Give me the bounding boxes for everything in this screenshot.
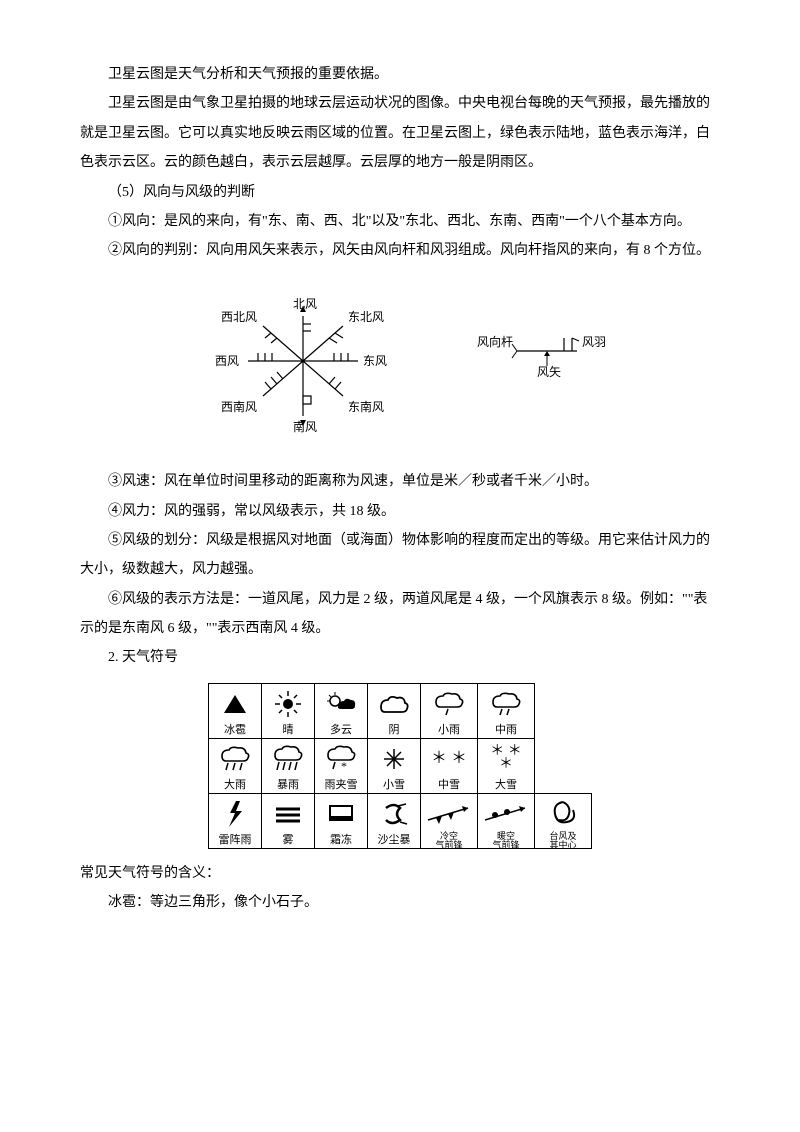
document-page: 卫星云图是天气分析和天气预报的重要依据。 卫星云图是由气象卫星拍摄的地球云层运动… — [0, 0, 800, 958]
weather-symbols-table: 冰雹 晴 多云 阴 小雨 中雨 大雨 暴雨 *雨夹雪 小雪 ＊ ＊中雪 ＊ ＊＊… — [80, 683, 720, 849]
paragraph: ③风速：风在单位时间里移动的距离称为风速，单位是米／秒或者千米／小时。 — [80, 467, 720, 496]
svg-text:东南风: 东南风 — [348, 399, 384, 414]
wind-direction-figure: 北风 东北风 东风 东南风 南风 西南风 西风 西北风 — [80, 276, 720, 457]
paragraph: ⑥风级的表示方法是：一道风尾，风力是 2 级，两道风尾是 4 级，一个风旗表示 … — [80, 585, 720, 644]
svg-text:风矢: 风矢 — [537, 365, 561, 379]
paragraph: 2. 天气符号 — [80, 643, 720, 672]
paragraph: 常见天气符号的含义： — [80, 859, 720, 888]
svg-text:风羽: 风羽 — [582, 335, 606, 349]
svg-text:*: * — [341, 759, 347, 773]
svg-text:东北风: 东北风 — [348, 310, 384, 324]
svg-text:西南风: 西南风 — [221, 399, 257, 414]
paragraph: ①风向：是风的来向，有"东、南、西、北"以及"东北、西北、东南、西南"一个八个基… — [80, 207, 720, 236]
paragraph: ②风向的判别：风向用风矢来表示，风矢由风向杆和风羽组成。风向杆指风的来向，有 8… — [80, 236, 720, 265]
table-row: 雷阵雨 雾 霜冻 沙尘暴 冷空气前锋 暖空气前锋 台风及其中心 — [209, 793, 592, 848]
paragraph: ④风力：风的强弱，常以风级表示，共 18 级。 — [80, 497, 720, 526]
paragraph: ⑤风级的划分：风级是根据风对地面（或海面）物体影响的程度而定出的等级。用它来估计… — [80, 526, 720, 585]
svg-text:西北风: 西北风 — [221, 310, 257, 324]
svg-text:东风: 东风 — [363, 354, 387, 368]
paragraph: 卫星云图是天气分析和天气预报的重要依据。 — [80, 60, 720, 89]
paragraph: 卫星云图是由气象卫星拍摄的地球云层运动状况的图像。中央电视台每晚的天气预报，最先… — [80, 89, 720, 177]
table-row: 冰雹 晴 多云 阴 小雨 中雨 — [209, 683, 592, 738]
svg-text:风向杆: 风向杆 — [477, 334, 513, 349]
wind-parts-diagram: 风向杆 风羽 风矢 — [477, 316, 627, 417]
svg-text:西风: 西风 — [215, 354, 239, 368]
paragraph: （5）风向与风级的判断 — [80, 178, 720, 207]
table-row: 大雨 暴雨 *雨夹雪 小雪 ＊ ＊中雪 ＊ ＊＊大雪 — [209, 738, 592, 793]
svg-text:北风: 北风 — [293, 297, 317, 311]
paragraph: 冰雹：等边三角形，像个小石子。 — [80, 888, 720, 917]
wind-compass-diagram: 北风 东北风 东风 东南风 南风 西南风 西风 西北风 — [173, 276, 433, 457]
